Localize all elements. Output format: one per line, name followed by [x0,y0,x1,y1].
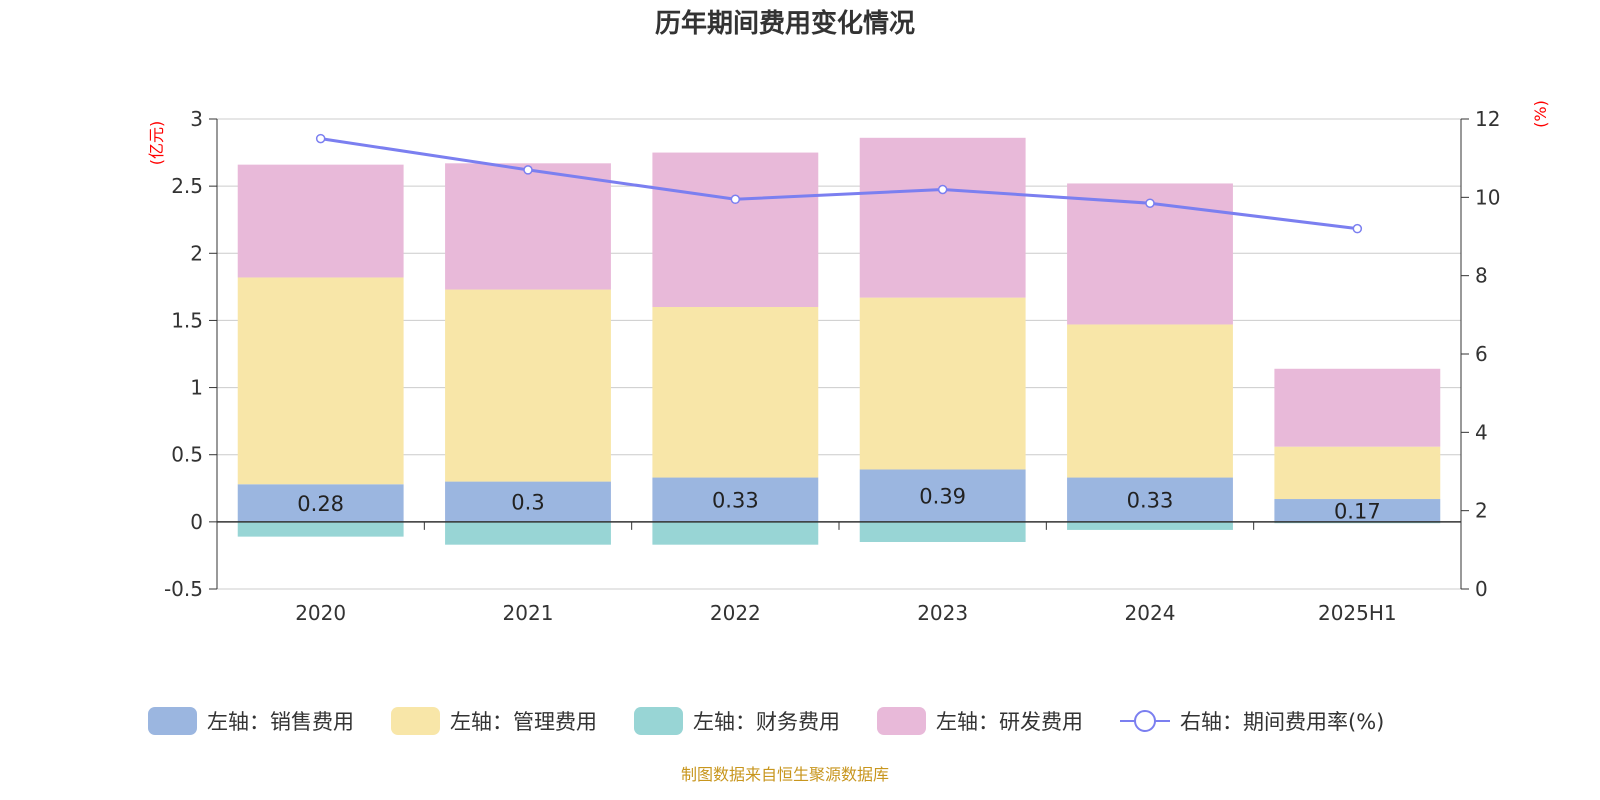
left-tick-label: 0 [190,510,203,534]
legend-label: 左轴：研发费用 [936,710,1083,734]
grid [217,118,1461,590]
bar-segment [1067,324,1233,478]
rate-point [1145,198,1155,208]
bar-segment [237,277,404,485]
legend-label: 左轴：财务费用 [693,710,840,734]
legend-swatch [148,707,197,735]
left-tick-label: 2 [190,241,203,265]
left-tick-label: 0.5 [171,443,203,467]
rate-line-path [320,137,1358,231]
chart-title: 历年期间费用变化情况 [655,8,915,39]
left-tick-label: 3 [190,107,203,131]
right-tick-label: 10 [1475,185,1500,209]
legend-label: 左轴：管理费用 [450,710,597,734]
rate-point [315,133,326,144]
legend: 左轴：销售费用 左轴：管理费用 左轴：财务费用 左轴：研发费用 右轴：期间费用率(%) [148,707,1384,735]
bar-segment [445,289,611,482]
rate-point [1352,223,1363,234]
data-label: 0.17 [1334,499,1381,523]
legend-swatch [634,707,683,735]
rate-point [937,184,948,195]
bar-segment [652,477,819,522]
right-tick-label: 6 [1475,342,1488,366]
bar-segment [652,152,819,307]
bar-segment [1067,477,1233,522]
bar-segment [445,481,611,522]
bar-segment [237,164,404,278]
bar-segment [859,137,1026,298]
bar-segment [1274,368,1441,447]
bar-segment [445,163,611,290]
bar-segment [1067,521,1233,530]
legend-marker [1134,710,1156,732]
rate-point [523,165,533,175]
x-tick-label: 2024 [1125,601,1176,625]
x-tick-label: 2021 [503,601,554,625]
bar-segment [237,521,404,537]
legend-swatch [391,707,440,735]
bars [237,137,1441,545]
left-axis-unit: (亿元) [147,121,166,166]
left-tick-label: 2.5 [171,174,203,198]
bar-segment [859,521,1026,542]
data-label: 0.39 [919,485,966,509]
bar-segment [1274,446,1441,500]
bar-segment [1274,499,1441,522]
right-tick-label: 8 [1475,264,1488,288]
data-label: 0.28 [297,492,344,516]
source-note: 制图数据来自恒生聚源数据库 [681,765,889,784]
data-label: 0.3 [511,491,544,515]
legend-label: 右轴：期间费用率(%) [1180,710,1384,734]
data-labels: 0.28 0.3 0.33 0.39 0.33 0.17 [297,485,1380,524]
x-tick-label: 2022 [710,601,761,625]
bar-segment [237,484,404,522]
bar-segment [859,297,1026,470]
legend-label: 左轴：销售费用 [207,710,354,734]
x-tick-label: 2023 [917,601,968,625]
left-tick-label: -0.5 [164,577,203,601]
right-axis-unit: (%) [1531,100,1550,128]
legend-swatch [877,707,926,735]
bar-segment [445,521,611,545]
right-tick-label: 2 [1475,499,1488,523]
bar-segment [859,469,1026,522]
data-label: 0.33 [1127,489,1174,513]
bar-segment [652,307,819,478]
rate-line [315,133,1363,234]
right-tick-label: 12 [1475,107,1500,131]
x-tick-label: 2025H1 [1318,601,1397,625]
left-tick-label: 1 [190,376,203,400]
axes: -0.5 0 0.5 1 1.5 2 2.5 3 0 2 4 6 8 10 12 2020 2021 2022 20… [147,100,1550,625]
rate-point [730,194,741,205]
right-tick-label: 0 [1475,577,1488,601]
data-label: 0.33 [712,489,759,513]
right-tick-label: 4 [1475,420,1488,444]
x-tick-label: 2020 [295,601,346,625]
left-tick-label: 1.5 [171,308,203,332]
bar-segment [652,521,819,545]
